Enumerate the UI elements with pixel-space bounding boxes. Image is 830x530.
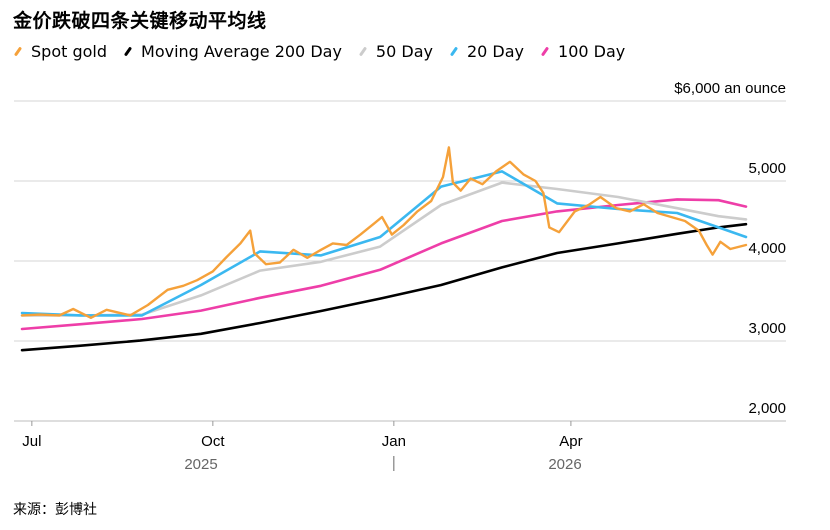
- series-line-ma200: [20, 222, 748, 352]
- x-tick-label-apr: Apr: [559, 433, 582, 450]
- source-note: 来源：彭博社: [13, 502, 97, 518]
- y-axis-labels: $6,000 an ounce 5,000 4,000 3,000 2,000: [674, 80, 786, 417]
- legend-item-ma100: 100 Day: [540, 42, 625, 61]
- y-tick-label-4000: 4,000: [748, 240, 786, 257]
- y-tick-label-6000: $6,000 an ounce: [674, 80, 786, 97]
- y-tick-label-2000: 2,000: [748, 400, 786, 417]
- series-lines: [20, 146, 748, 352]
- legend-item-spot-gold: Spot gold: [13, 42, 107, 61]
- series-line-ma20: [20, 170, 748, 317]
- year-label-2025: 2025: [184, 456, 217, 473]
- year-label-2026: 2026: [548, 456, 581, 473]
- series-line-ma100: [20, 198, 748, 331]
- legend-label-ma200: Moving Average 200 Day: [141, 42, 342, 61]
- x-tick-label-jan: Jan: [382, 433, 406, 450]
- legend-label-spot-gold: Spot gold: [31, 42, 108, 61]
- legend-item-ma50: 50 Day: [358, 42, 433, 61]
- x-tick-label-oct: Oct: [201, 433, 225, 450]
- y-tick-label-3000: 3,000: [748, 320, 786, 337]
- chart-title: 金价跌破四条关键移动平均线: [13, 10, 267, 32]
- x-tick-label-jul: Jul: [22, 433, 41, 450]
- legend-item-ma20: 20 Day: [449, 42, 524, 61]
- legend-label-ma20: 20 Day: [466, 42, 525, 61]
- y-tick-label-5000: 5,000: [748, 160, 786, 177]
- legend-label-ma50: 50 Day: [375, 42, 433, 61]
- x-axis: Jul Oct Jan Apr 2025 2026: [14, 420, 786, 473]
- legend: Spot gold Moving Average 200 Day 50 Day …: [13, 42, 641, 61]
- legend-item-ma200: Moving Average 200 Day: [123, 42, 342, 61]
- series-line-spot: [20, 146, 748, 319]
- legend-label-ma100: 100 Day: [558, 42, 626, 61]
